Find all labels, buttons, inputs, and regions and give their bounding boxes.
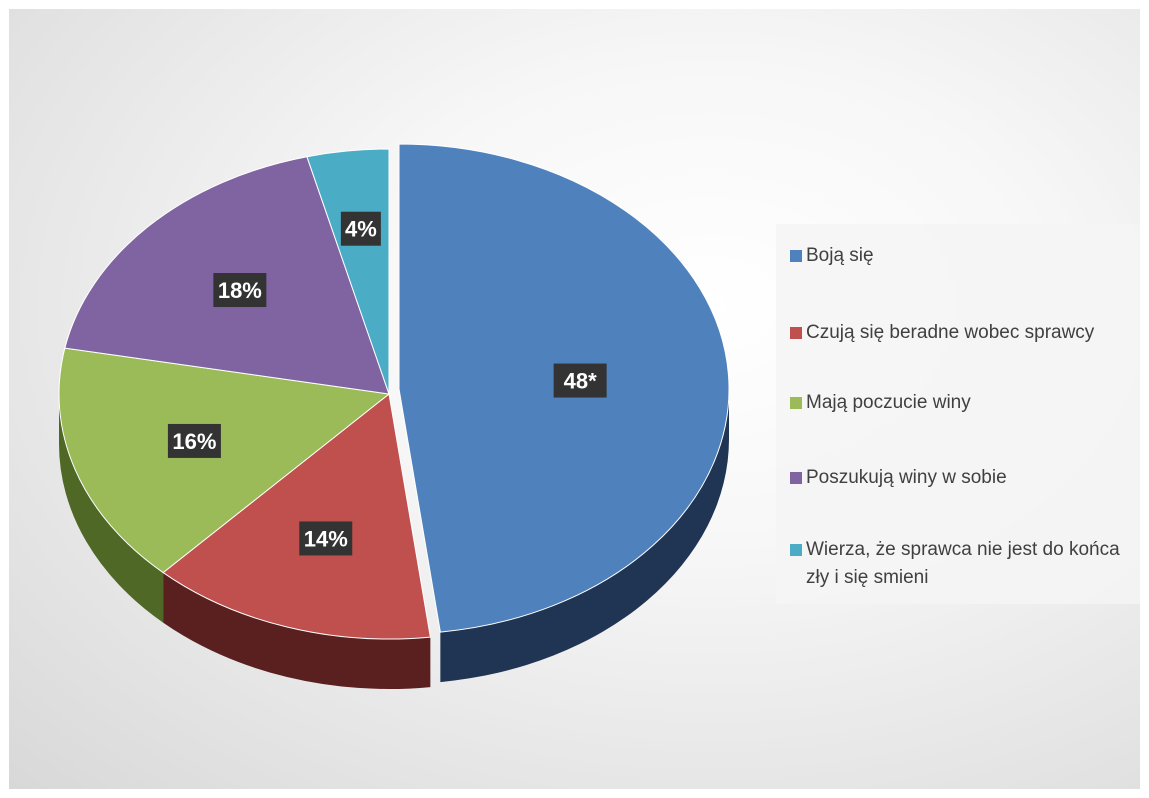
pie-side-boja-sie: [440, 389, 729, 683]
data-label-box-boja-sie: [553, 363, 607, 398]
legend-label-bezradne: Czują się beradne wobec sprawcy: [806, 322, 1095, 343]
legend-label-sprawca-zmieni: Wierza, że sprawca nie jest do końca zły…: [806, 539, 1120, 588]
legend-item-boja-sie: Boją się: [790, 242, 1130, 270]
pie-slice-bezradne: [162, 393, 431, 640]
data-label-text-bezradne: 14%: [304, 526, 348, 551]
pie-side-poczucie-winy: [59, 394, 164, 623]
legend-label-winy-w-sobie: Poszukują winy w sobie: [806, 467, 1007, 488]
data-label-sprawca-zmieni: 4%: [340, 211, 381, 246]
legend-swatch-poczucie-winy: [790, 397, 802, 409]
data-label-poczucie-winy: 16%: [167, 423, 221, 458]
data-label-text-boja-sie: 48*: [564, 369, 597, 394]
data-label-box-sprawca-zmieni: [340, 211, 381, 246]
pie-slice-sprawca-zmieni: [306, 148, 390, 395]
data-label-box-bezradne: [299, 521, 353, 556]
legend-item-bezradne: Czują się beradne wobec sprawcy: [790, 319, 1130, 347]
pie-side-bezradne: [163, 572, 431, 689]
pie-tops: [58, 143, 730, 640]
legend-item-poczucie-winy: Mają poczucie winy: [790, 389, 1130, 417]
data-label-bezradne: 14%: [299, 521, 353, 556]
legend-item-winy-w-sobie: Poszukują winy w sobie: [790, 464, 1130, 492]
data-label-box-winy-w-sobie: [213, 273, 267, 308]
data-label-text-poczucie-winy: 16%: [172, 429, 216, 454]
data-label-text-sprawca-zmieni: 4%: [345, 217, 377, 242]
pie-labels: 48* 14% 16% 18% 4%: [167, 211, 607, 556]
legend-swatch-boja-sie: [790, 250, 802, 262]
legend-label-poczucie-winy: Mają poczucie winy: [806, 392, 971, 413]
legend-swatch-sprawca-zmieni: [790, 544, 802, 556]
data-label-boja-sie: 48*: [553, 363, 607, 398]
chart-area: 48* 14% 16% 18% 4% Boją się Czują się beradn…: [9, 9, 1140, 789]
legend: Boją się Czują się beradne wobec sprawcy…: [776, 224, 1140, 604]
data-label-text-winy-w-sobie: 18%: [218, 278, 262, 303]
pie-slice-poczucie-winy: [58, 347, 391, 574]
legend-swatch-bezradne: [790, 327, 802, 339]
legend-swatch-winy-w-sobie: [790, 472, 802, 484]
pie-chart: 48* 14% 16% 18% 4%: [58, 143, 730, 689]
data-label-box-poczucie-winy: [167, 423, 221, 458]
pie-sides: [59, 389, 729, 689]
legend-label-boja-sie: Boją się: [806, 245, 874, 266]
data-label-winy-w-sobie: 18%: [213, 273, 267, 308]
legend-item-sprawca-zmieni: Wierza, że sprawca nie jest do końca zły…: [790, 536, 1130, 592]
